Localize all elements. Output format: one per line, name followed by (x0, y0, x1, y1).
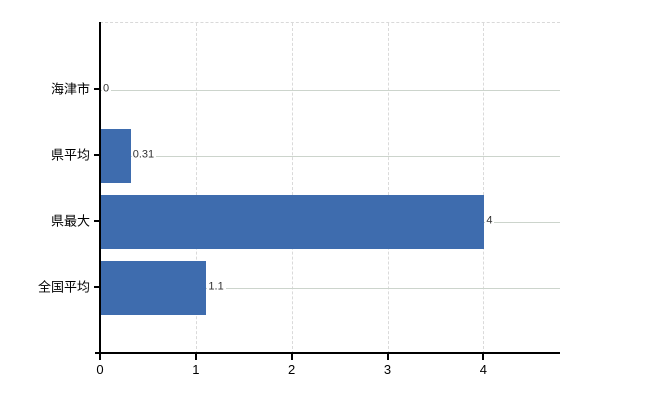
x-tick-label: 4 (479, 362, 487, 377)
x-tick-label: 0 (96, 362, 104, 377)
bar-全国平均 (101, 261, 207, 315)
plot-area (100, 22, 560, 354)
x-axis-tick (386, 354, 389, 360)
vertical-gridline (291, 23, 293, 354)
vertical-gridline (483, 23, 485, 354)
horizontal-gridline (100, 90, 560, 91)
bar-県最大 (101, 195, 485, 249)
x-axis-line (95, 352, 560, 354)
x-tick-label: 2 (288, 362, 296, 377)
category-label: 海津市 (50, 81, 90, 97)
vertical-gridline (195, 23, 197, 354)
y-axis-tick (94, 286, 100, 288)
bar-value-label: 4 (485, 214, 495, 227)
x-axis-tick (194, 354, 197, 360)
category-label: 全国平均 (37, 279, 90, 295)
x-axis-tick (99, 354, 101, 360)
category-label: 県最大 (50, 213, 90, 229)
y-axis-line (99, 22, 101, 354)
category-label: 県平均 (50, 147, 90, 163)
x-axis-tick (482, 354, 485, 360)
bar-value-label: 0 (102, 82, 112, 95)
bar-value-label: 0.31 (131, 148, 157, 161)
y-axis-tick (94, 88, 100, 90)
x-axis-tick (290, 354, 293, 360)
bar-県平均 (101, 129, 131, 183)
y-axis-tick (94, 220, 100, 222)
vertical-gridline (387, 23, 389, 354)
x-tick-label: 1 (192, 362, 200, 377)
horizontal-gridline (100, 288, 560, 289)
x-tick-label: 3 (383, 362, 392, 377)
horizontal-gridline (100, 156, 560, 157)
bar-value-label: 1.1 (207, 280, 226, 293)
y-axis-tick (94, 154, 100, 156)
